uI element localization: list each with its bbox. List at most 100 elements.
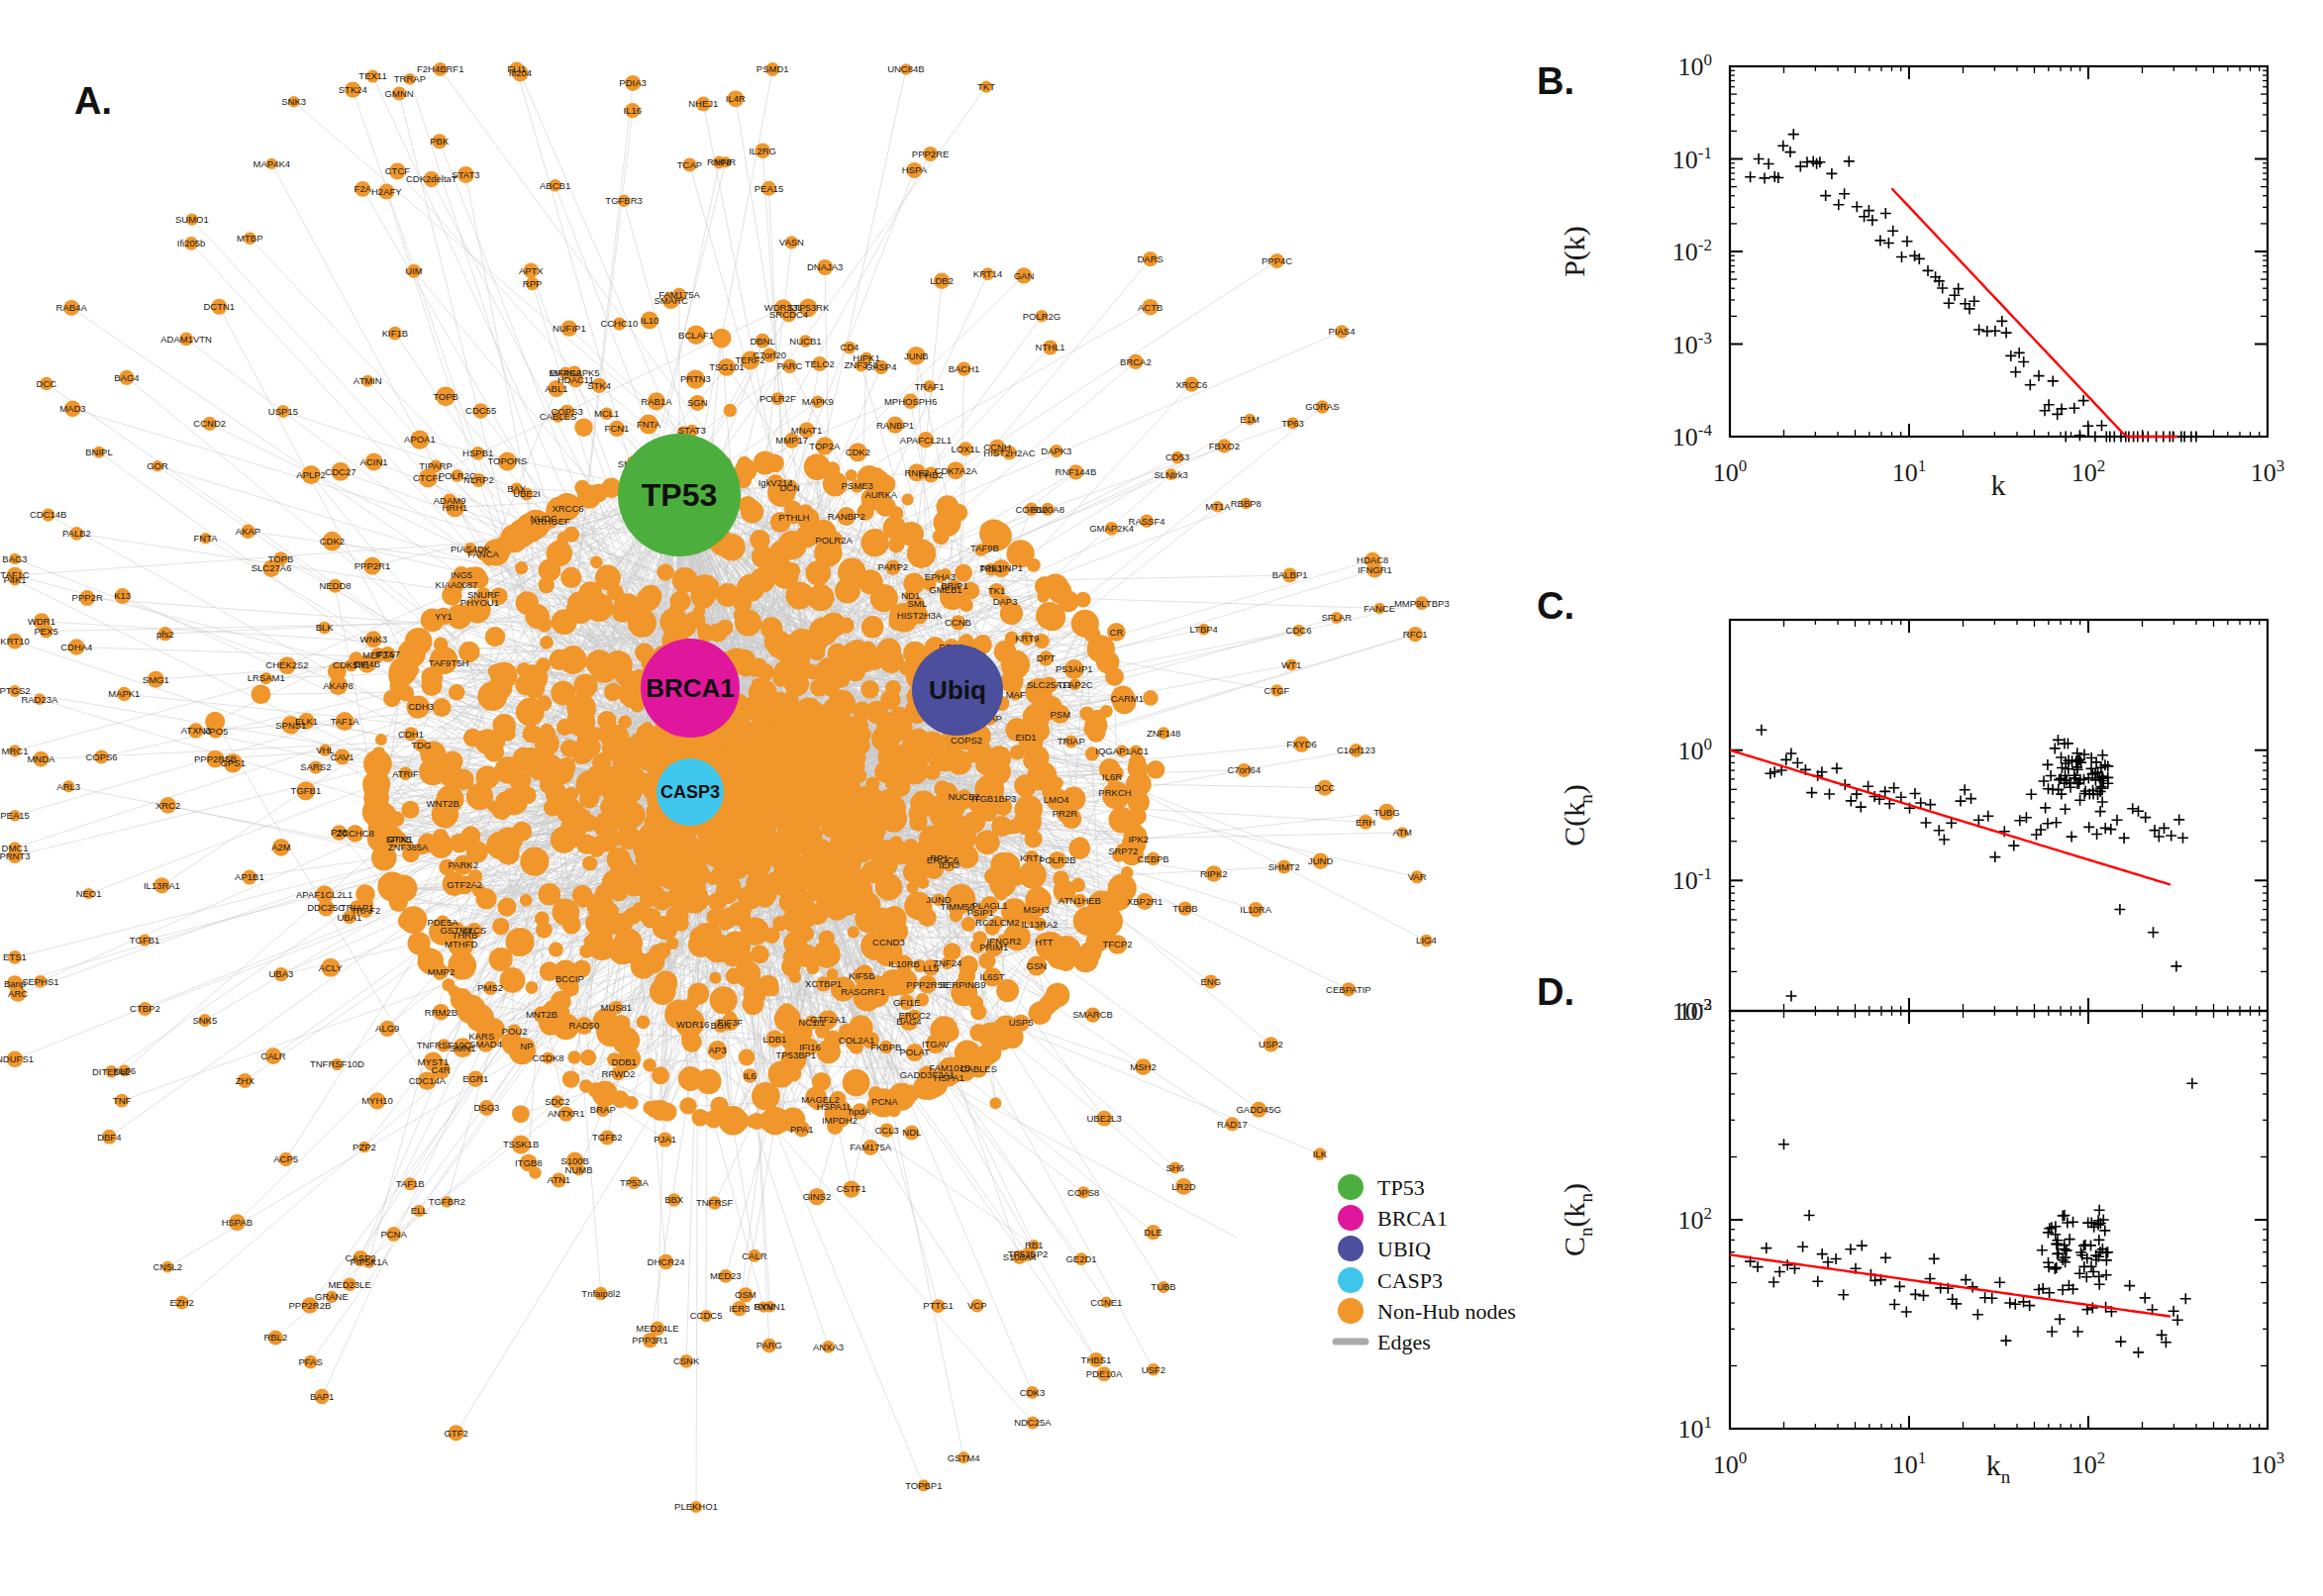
svg-text:FLI1: FLI1 <box>507 63 526 74</box>
svg-text:TCAP: TCAP <box>677 159 702 170</box>
svg-text:KIF1B: KIF1B <box>382 328 408 339</box>
svg-text:pfs2: pfs2 <box>156 629 174 640</box>
svg-text:GADD45G: GADD45G <box>1236 1104 1280 1115</box>
svg-text:TELO2: TELO2 <box>805 358 835 369</box>
svg-text:PRKCH: PRKCH <box>1098 787 1131 798</box>
svg-text:PJA1: PJA1 <box>654 1134 676 1145</box>
svg-text:A.: A. <box>74 80 112 122</box>
svg-text:NP: NP <box>520 1041 533 1051</box>
svg-text:TAF1B: TAF1B <box>396 1178 425 1189</box>
svg-text:PEA15: PEA15 <box>755 183 784 194</box>
svg-text:TGFBR3: TGFBR3 <box>605 195 642 206</box>
svg-text:RRM2B: RRM2B <box>425 1007 457 1018</box>
svg-text:KRT1: KRT1 <box>1020 852 1044 863</box>
svg-text:CCDK8: CCDK8 <box>532 1052 563 1063</box>
svg-text:TNFRSF: TNFRSF <box>696 1197 734 1208</box>
svg-text:SHMT2: SHMT2 <box>1268 861 1300 872</box>
svg-text:SFLAR: SFLAR <box>1321 612 1352 623</box>
svg-text:CCL3: CCL3 <box>874 1125 898 1136</box>
svg-text:PARP2: PARP2 <box>878 561 908 572</box>
svg-text:npdA: npdA <box>849 1106 871 1117</box>
svg-text:CDK2: CDK2 <box>846 447 870 457</box>
svg-text:SNK5: SNK5 <box>192 1015 217 1026</box>
svg-text:IQGAP1AC1: IQGAP1AC1 <box>1095 746 1149 756</box>
svg-text:IL10: IL10 <box>641 315 659 326</box>
svg-text:MTBP: MTBP <box>237 233 262 244</box>
svg-text:TFCP2: TFCP2 <box>1102 939 1132 949</box>
svg-text:GMEB1: GMEB1 <box>929 584 961 595</box>
svg-text:TAF9T5H: TAF9T5H <box>429 657 469 668</box>
svg-text:PPP2R5E: PPP2R5E <box>906 979 949 990</box>
svg-text:USP2: USP2 <box>1259 1039 1283 1049</box>
svg-text:CTBP2: CTBP2 <box>130 1003 160 1014</box>
svg-text:PSMD1: PSMD1 <box>757 63 789 74</box>
svg-text:MNDA: MNDA <box>27 753 55 764</box>
svg-text:MAD3: MAD3 <box>59 403 85 414</box>
svg-text:TGFBR2: TGFBR2 <box>429 1196 465 1207</box>
svg-text:PPP2R2B: PPP2R2B <box>289 1300 332 1311</box>
svg-text:POLR2F: POLR2F <box>759 393 796 404</box>
svg-text:GMAP2K4: GMAP2K4 <box>1089 523 1134 534</box>
svg-text:NUCB1: NUCB1 <box>789 336 821 347</box>
svg-text:DSG3: DSG3 <box>473 1102 499 1113</box>
svg-text:CASP3: CASP3 <box>660 782 720 802</box>
svg-text:RP1: RP1 <box>930 852 948 863</box>
svg-text:XRC2: XRC2 <box>155 800 180 811</box>
svg-text:C7orf64: C7orf64 <box>1227 764 1261 775</box>
svg-text:PLAGL1: PLAGL1 <box>972 900 1008 911</box>
svg-text:BAG4: BAG4 <box>896 1016 921 1027</box>
svg-text:MMP17: MMP17 <box>775 435 808 446</box>
svg-text:CASP2: CASP2 <box>346 1252 376 1263</box>
svg-text:PLEKHO1: PLEKHO1 <box>674 1501 718 1512</box>
svg-text:k: k <box>1991 468 2006 501</box>
svg-text:P53AIP1: P53AIP1 <box>1056 663 1093 674</box>
svg-text:HSPAB: HSPAB <box>222 1217 253 1228</box>
svg-text:IER3: IER3 <box>729 1303 750 1314</box>
svg-text:RPP: RPP <box>523 278 543 289</box>
svg-text:RFWD2: RFWD2 <box>602 1068 636 1079</box>
svg-text:TUBG: TUBG <box>1373 807 1399 818</box>
svg-text:ACLY: ACLY <box>319 962 344 973</box>
svg-text:ELL: ELL <box>411 1205 428 1216</box>
svg-text:GSTM4: GSTM4 <box>440 925 472 936</box>
svg-text:H2AFY: H2AFY <box>371 186 402 197</box>
svg-text:NTHL1: NTHL1 <box>1036 342 1065 352</box>
svg-text:MED23: MED23 <box>710 1270 742 1281</box>
svg-text:COPS6: COPS6 <box>85 751 117 762</box>
svg-text:PARG: PARG <box>757 1340 782 1350</box>
svg-text:BAG4: BAG4 <box>114 372 139 383</box>
svg-text:RAD17: RAD17 <box>1217 1119 1248 1130</box>
svg-text:NUDC: NUDC <box>530 513 557 524</box>
svg-text:MAGEL2: MAGEL2 <box>801 1094 840 1105</box>
svg-text:SDC2: SDC2 <box>545 1096 569 1107</box>
svg-text:USP5: USP5 <box>1009 1017 1034 1028</box>
svg-text:EIF4G2: EIF4G2 <box>550 367 582 378</box>
svg-text:MYH10: MYH10 <box>361 1095 393 1106</box>
svg-text:DARS: DARS <box>1137 253 1162 264</box>
svg-text:LR2D: LR2D <box>1171 1181 1195 1192</box>
svg-text:TRIAP: TRIAP <box>1058 736 1085 747</box>
svg-text:RBL2: RBL2 <box>263 1332 287 1343</box>
svg-text:LDB2: LDB2 <box>930 275 954 286</box>
svg-text:NUFIP1: NUFIP1 <box>553 323 586 334</box>
svg-text:BRAP: BRAP <box>590 1104 616 1115</box>
svg-text:ARC: ARC <box>8 988 28 999</box>
svg-text:AP3: AP3 <box>709 1045 727 1055</box>
svg-text:CDC6: CDC6 <box>1286 625 1312 636</box>
svg-text:KLF6: KLF6 <box>113 1065 136 1076</box>
svg-text:ING5: ING5 <box>451 569 472 580</box>
svg-text:PMS2: PMS2 <box>477 982 503 993</box>
svg-text:VASN: VASN <box>779 237 804 248</box>
svg-text:FNTA: FNTA <box>194 533 219 544</box>
svg-text:S100B: S100B <box>560 1155 589 1166</box>
svg-text:POLR2A: POLR2A <box>815 535 853 546</box>
svg-text:POU2: POU2 <box>502 1026 528 1037</box>
svg-text:WNT2B: WNT2B <box>427 798 459 809</box>
svg-text:CDK2deltaT: CDK2deltaT <box>406 173 457 184</box>
svg-text:MNT2B: MNT2B <box>526 1009 557 1020</box>
svg-text:SLNtrk3: SLNtrk3 <box>1155 469 1188 480</box>
svg-text:RANBP1: RANBP1 <box>876 420 914 431</box>
svg-text:SARS2: SARS2 <box>300 761 331 772</box>
svg-text:C1orf123: C1orf123 <box>1337 745 1375 755</box>
svg-text:TAF9B: TAF9B <box>970 543 999 553</box>
